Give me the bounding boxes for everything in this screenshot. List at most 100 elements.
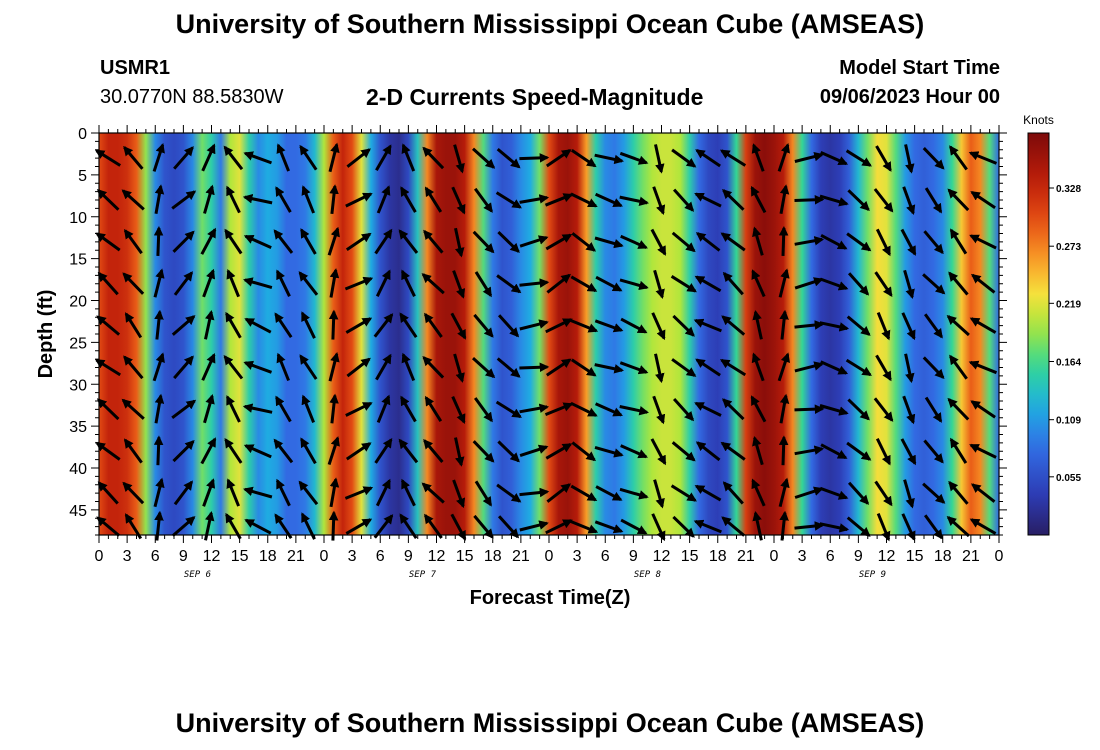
- current-vector-arrow: [719, 358, 747, 377]
- current-vector-arrow: [671, 148, 697, 168]
- current-vector-arrow: [171, 399, 197, 419]
- current-vector-arrow: [473, 313, 494, 338]
- current-vector-arrow: [846, 315, 871, 336]
- current-vector-arrow: [546, 273, 572, 294]
- current-vector-arrow: [874, 271, 893, 297]
- current-vector-arrow: [422, 146, 445, 170]
- current-vector-arrow: [847, 481, 870, 505]
- footer-title: University of Southern Mississippi Ocean…: [175, 708, 925, 738]
- current-vector-arrow: [947, 188, 970, 212]
- current-vector-arrow: [819, 486, 849, 500]
- current-vector-arrow: [902, 186, 916, 216]
- x-tick-label: 12: [203, 548, 221, 565]
- current-vector-arrow: [474, 480, 493, 507]
- current-vector-arrow: [820, 360, 849, 375]
- current-vector-arrow: [496, 483, 522, 503]
- current-vector-arrow: [545, 149, 572, 168]
- current-vector-arrow: [201, 352, 216, 381]
- current-vector-arrow: [777, 352, 790, 382]
- current-vector-arrow: [902, 395, 916, 425]
- current-vector-arrow: [901, 312, 916, 341]
- y-tick-label: 30: [69, 377, 87, 394]
- current-vector-arrow: [750, 395, 767, 423]
- current-vector-arrow: [301, 394, 315, 423]
- current-vector-arrow: [225, 311, 242, 339]
- current-vector-arrow: [327, 436, 340, 466]
- current-vector-arrow: [672, 397, 695, 422]
- current-vector-arrow: [544, 402, 574, 416]
- current-vector-arrow: [751, 352, 765, 382]
- x-tick-label: 21: [287, 548, 305, 565]
- current-vector-arrow: [453, 353, 465, 383]
- current-vector-arrow: [401, 143, 416, 172]
- current-vector-arrow: [923, 514, 943, 540]
- current-vector-arrow: [619, 487, 649, 500]
- current-vector-arrow: [969, 518, 997, 535]
- current-vector-arrow: [275, 186, 292, 213]
- current-vector-arrow: [244, 317, 272, 334]
- current-vector-arrow: [903, 479, 915, 509]
- current-vector-arrow: [722, 271, 744, 296]
- current-vector-arrow: [949, 354, 968, 380]
- current-vector-arrow: [424, 395, 443, 422]
- current-vector-arrow: [620, 518, 648, 535]
- current-vector-arrow: [620, 317, 648, 334]
- current-vector-arrow: [376, 185, 391, 214]
- x-tick-label: 6: [601, 548, 610, 565]
- current-vector-arrow: [694, 484, 722, 502]
- current-vector-arrow: [672, 314, 695, 337]
- y-tick-label: 45: [69, 503, 87, 520]
- current-vector-arrow: [299, 144, 318, 171]
- current-vector-arrow: [654, 353, 665, 384]
- current-vector-arrow: [819, 522, 850, 533]
- current-vector-arrow: [671, 441, 696, 462]
- current-vector-arrow: [904, 353, 915, 384]
- current-vector-arrow: [497, 314, 520, 338]
- current-vector-arrow: [969, 317, 997, 334]
- current-vector-arrow: [970, 400, 996, 419]
- x-tick-label: 3: [573, 548, 582, 565]
- current-vector-arrow: [154, 309, 164, 340]
- current-vector-arrow: [946, 516, 970, 538]
- current-vector-arrow: [949, 228, 968, 255]
- current-vector-arrow: [398, 438, 419, 464]
- current-vector-arrow: [329, 477, 340, 508]
- current-vector-arrow: [594, 445, 624, 458]
- current-vector-arrow: [345, 518, 373, 535]
- y-tick-label: 20: [69, 294, 87, 311]
- current-vector-arrow: [722, 188, 745, 211]
- current-vector-arrow: [922, 147, 945, 170]
- current-vector-arrow: [153, 268, 165, 298]
- current-vector-arrow: [472, 440, 495, 463]
- current-vector-arrow: [173, 480, 194, 506]
- current-vector-arrow: [171, 190, 197, 210]
- current-vector-arrow: [619, 361, 649, 375]
- current-vector-arrow: [374, 438, 393, 464]
- current-vector-arrow: [946, 315, 970, 337]
- current-vector-arrow: [375, 144, 392, 171]
- current-vector-arrow: [153, 477, 165, 508]
- current-vector-arrow: [619, 278, 649, 291]
- current-vector-arrow: [778, 268, 790, 298]
- x-tick-label: 0: [770, 548, 779, 565]
- current-vector-arrow: [298, 480, 319, 506]
- current-vector-arrow: [273, 438, 294, 464]
- current-vector-arrow: [123, 438, 143, 464]
- current-vector-arrow: [495, 191, 522, 209]
- current-vector-arrow: [845, 149, 872, 167]
- current-vector-arrow: [751, 269, 766, 298]
- current-vector-arrow: [654, 144, 665, 174]
- x-tick-label: 3: [123, 548, 132, 565]
- current-vector-arrow: [275, 395, 292, 423]
- current-vector-arrow: [202, 478, 216, 507]
- current-vector-arrow: [474, 271, 493, 298]
- x-tick-label: 0: [995, 548, 1004, 565]
- current-vector-arrow: [95, 441, 121, 461]
- current-vector-arrow: [243, 151, 273, 165]
- current-vector-arrow: [650, 438, 667, 466]
- current-vector-arrow: [243, 277, 273, 290]
- current-vector-arrow: [171, 315, 196, 336]
- current-vector-arrow: [329, 268, 340, 298]
- x-tick-label: 9: [404, 548, 413, 565]
